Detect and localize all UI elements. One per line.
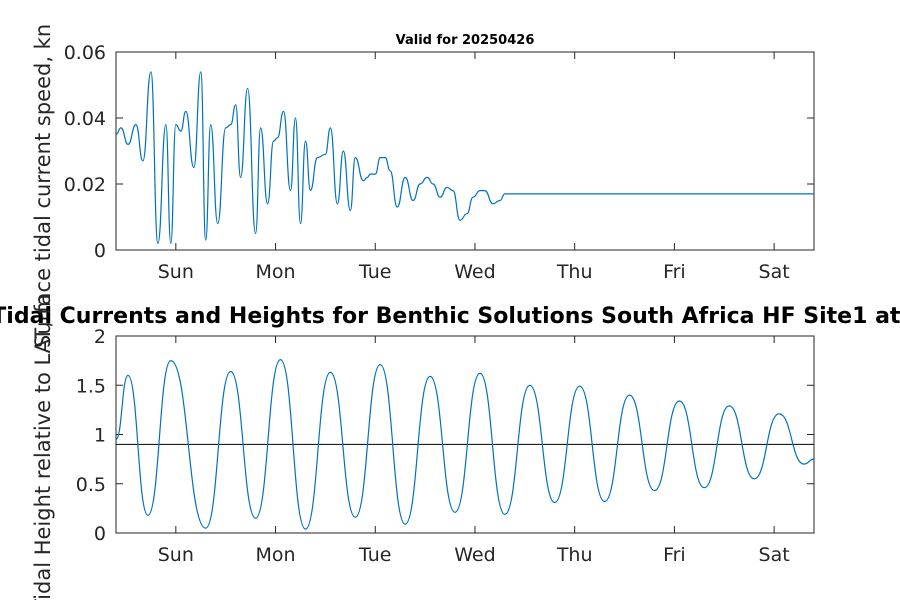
bottom-y-axis-label: Tidal Height relative to LAT, m xyxy=(31,294,55,600)
x-tick-label: Fri xyxy=(663,261,686,283)
current-speed-series-line xyxy=(115,71,814,245)
x-tick-label: Thu xyxy=(556,261,593,283)
tidal-height-series-line xyxy=(115,358,815,530)
bottom-chart-title: Tidal Currents and Heights for Benthic S… xyxy=(0,304,900,329)
bottom-plot-axes-box xyxy=(115,335,815,534)
x-tick-label: Wed xyxy=(454,544,495,566)
top-y-axis-label: Surface tidal current speed, kn xyxy=(31,24,55,348)
tidal-height-plot: Tidal Currents and Heights for Benthic S… xyxy=(0,294,900,600)
x-tick-label: Tue xyxy=(358,544,391,566)
x-tick-label: Thu xyxy=(556,544,593,566)
x-tick-label: Sat xyxy=(759,544,790,566)
x-tick-label: Fri xyxy=(663,544,686,566)
x-tick-label: Mon xyxy=(256,261,296,283)
y-tick-label: 2 xyxy=(94,326,106,348)
top-tick-group: Sun Mon Tue Wed Thu Fri Sat 0 0.02 0.04 0.06 xyxy=(64,42,814,283)
x-tick-label: Sun xyxy=(158,261,194,283)
y-tick-label: 0.02 xyxy=(64,174,106,196)
y-tick-label: 0.06 xyxy=(64,42,106,64)
y-tick-label: 0.5 xyxy=(76,474,106,496)
current-speed-plot: Valid for 20250426 Sun Mon Tue Wed Thu Fri Sat… xyxy=(31,24,815,348)
top-chart-title: Valid for 20250426 xyxy=(396,33,535,48)
y-tick-label: 1 xyxy=(94,425,106,447)
top-plot-axes-box xyxy=(115,51,815,251)
x-tick-label: Mon xyxy=(256,544,296,566)
x-tick-label: Tue xyxy=(358,261,391,283)
y-tick-label: 0.04 xyxy=(64,108,106,130)
x-tick-label: Wed xyxy=(454,261,495,283)
bottom-tick-group: Sun Mon Tue Wed Thu Fri Sat 0 0.5 1 1.5 2 xyxy=(76,326,814,566)
x-tick-label: Sun xyxy=(158,544,194,566)
x-tick-label: Sat xyxy=(759,261,790,283)
y-tick-label: 0 xyxy=(94,240,106,262)
y-tick-label: 1.5 xyxy=(76,375,106,397)
y-tick-label: 0 xyxy=(94,523,106,545)
